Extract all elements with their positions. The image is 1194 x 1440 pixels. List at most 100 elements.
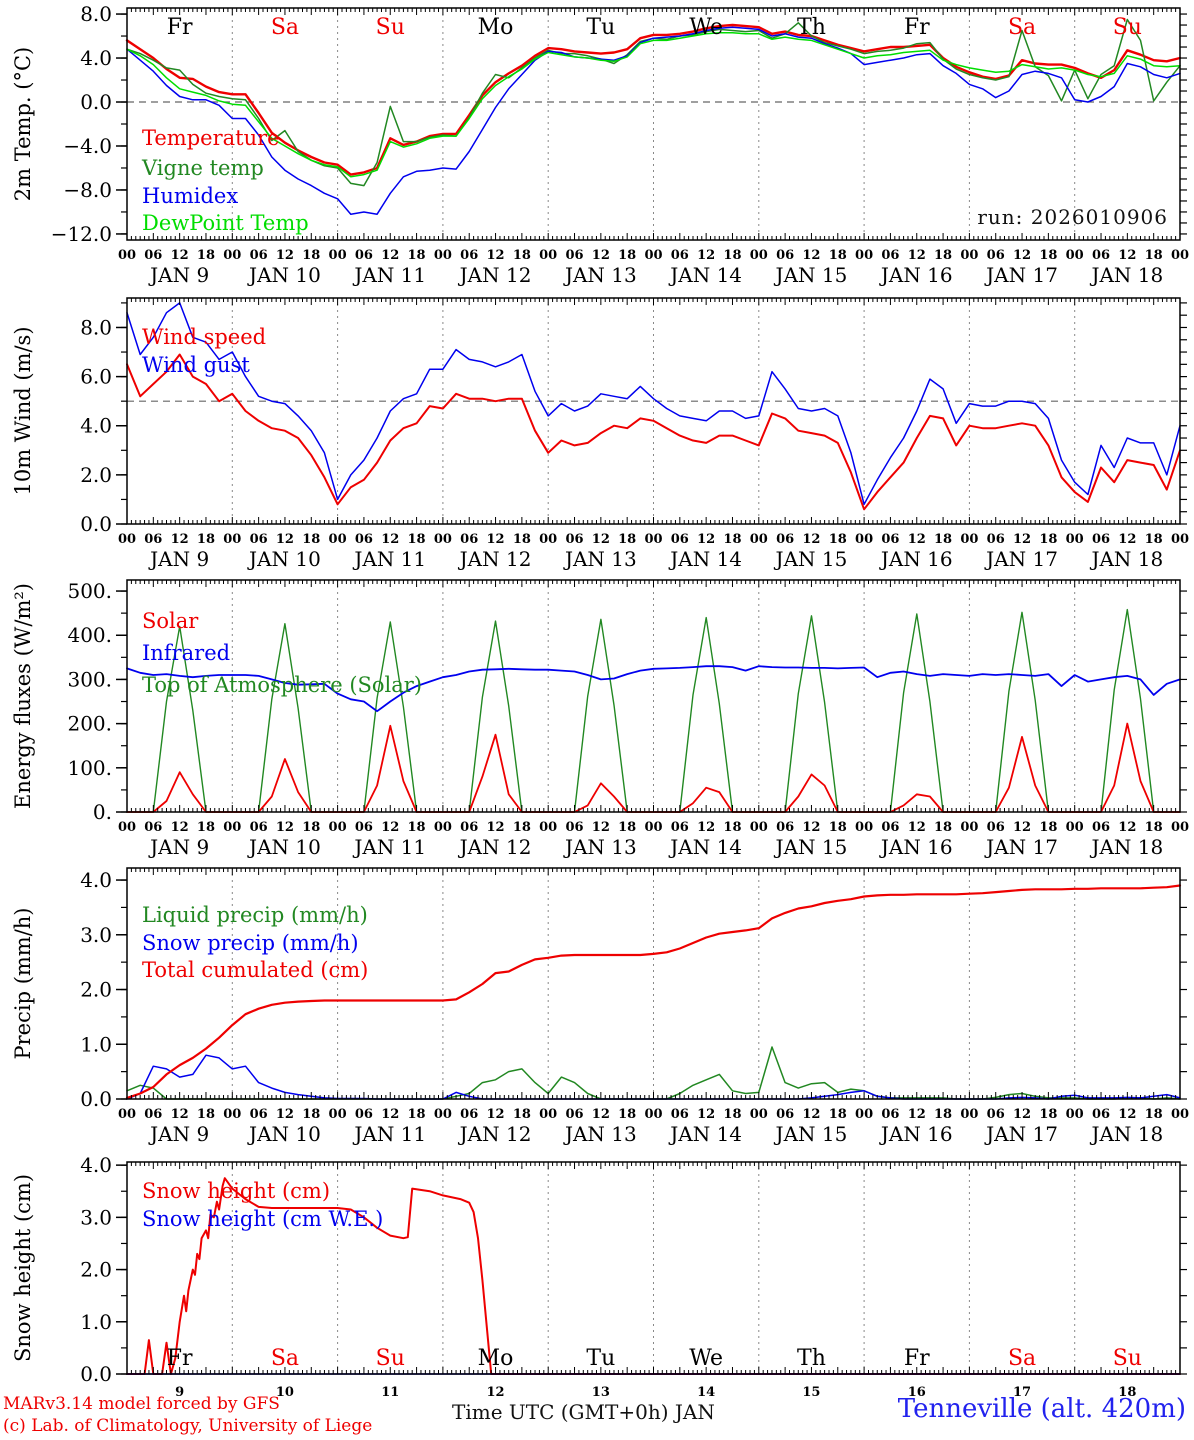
day-label: JAN 9 — [148, 547, 209, 571]
day-label: JAN 17 — [984, 263, 1058, 287]
hour-tick-label: 18 — [723, 1107, 741, 1122]
day-label: JAN 16 — [879, 1122, 953, 1146]
day-label: JAN 15 — [774, 835, 848, 859]
weekday-label: Th — [797, 1346, 826, 1371]
hour-tick-label: 00 — [329, 532, 347, 547]
day-label: JAN 12 — [458, 1122, 532, 1146]
hour-tick-label: 12 — [1013, 532, 1031, 547]
hour-tick-label: 00 — [750, 248, 768, 263]
copyright-credit-line: (c) Lab. of Climatology, University of L… — [3, 1416, 373, 1436]
hour-tick-label: 00 — [644, 248, 662, 263]
hour-tick-label: 18 — [513, 1107, 531, 1122]
hour-tick-label: 12 — [592, 820, 610, 835]
hour-tick-label: 00 — [434, 820, 452, 835]
hour-tick-label: 18 — [723, 820, 741, 835]
hour-tick-label: 00 — [1171, 248, 1189, 263]
toa-solar-line — [126, 608, 1181, 813]
weekday-label: Sa — [1008, 15, 1036, 40]
hour-tick-label: 18 — [1145, 248, 1163, 263]
hour-tick-label: 00 — [750, 532, 768, 547]
legend-energy-fluxes: Top of Atmosphere (Solar) — [142, 673, 422, 697]
hour-tick-label: 06 — [987, 1107, 1005, 1122]
hour-tick-label: 06 — [1092, 1107, 1110, 1122]
hour-tick-label: 06 — [671, 820, 689, 835]
dewpoint-temp-line — [126, 31, 1181, 178]
ytick-label: 0.0 — [80, 1087, 112, 1111]
hour-tick-label: 00 — [329, 820, 347, 835]
hour-tick-label: 06 — [460, 248, 478, 263]
hour-tick-label: 06 — [144, 248, 162, 263]
hour-tick-label: 12 — [171, 1107, 189, 1122]
hour-tick-label: 12 — [802, 248, 820, 263]
run-label: run: 2026010906 — [977, 205, 1168, 229]
hour-tick-label: 00 — [1171, 820, 1189, 835]
day-label: JAN 15 — [774, 547, 848, 571]
hour-tick-label: 18 — [934, 1107, 952, 1122]
hour-tick-label: 06 — [565, 532, 583, 547]
hour-tick-label: 18 — [618, 248, 636, 263]
hour-tick-label: 12 — [276, 248, 294, 263]
hour-tick-label: 00 — [960, 820, 978, 835]
day-number-label: 18 — [1118, 1385, 1136, 1400]
weekday-label: Su — [1113, 15, 1142, 40]
day-label: JAN 16 — [879, 547, 953, 571]
hour-tick-label: 18 — [829, 820, 847, 835]
hour-tick-label: 18 — [934, 532, 952, 547]
hour-tick-label: 00 — [223, 532, 241, 547]
time-axis-title: Time UTC (GMT+0h) JAN — [452, 1400, 715, 1424]
day-number-label: 17 — [1013, 1385, 1031, 1400]
hour-tick-label: 18 — [618, 532, 636, 547]
wind-speed-line — [126, 353, 1181, 511]
day-label: JAN 18 — [1089, 547, 1163, 571]
day-number-label: 16 — [908, 1385, 926, 1400]
ytick-label: 0.0 — [80, 512, 112, 536]
hour-tick-label: 00 — [1066, 248, 1084, 263]
hour-tick-label: 00 — [960, 248, 978, 263]
day-label: JAN 11 — [352, 1122, 426, 1146]
ytick-label: −12.0 — [51, 222, 112, 246]
hour-tick-label: 06 — [987, 820, 1005, 835]
hour-tick-label: 06 — [460, 532, 478, 547]
hour-tick-label: 12 — [1013, 1107, 1031, 1122]
hour-tick-label: 06 — [355, 248, 373, 263]
hour-tick-label: 00 — [1066, 1107, 1084, 1122]
hour-tick-label: 12 — [1118, 532, 1136, 547]
hour-tick-label: 06 — [776, 820, 794, 835]
hour-tick-label: 00 — [118, 248, 136, 263]
hour-tick-label: 00 — [539, 1107, 557, 1122]
legend-precip: Total cumulated (cm) — [142, 958, 368, 982]
hour-tick-label: 18 — [1039, 1107, 1057, 1122]
weekday-label: Mo — [478, 15, 514, 40]
hour-tick-label: 00 — [750, 1107, 768, 1122]
panel-temp2m: 8.0 4.0 0.0 −4.0 −8.0 −12.0 2m Temp. (°C) 00 06 1… — [11, 2, 1189, 287]
hour-tick-label: 18 — [1039, 820, 1057, 835]
hour-tick-label: 18 — [408, 1107, 426, 1122]
hour-tick-label: 06 — [987, 248, 1005, 263]
day-label: JAN 16 — [879, 835, 953, 859]
ytick-label: 2.0 — [80, 978, 112, 1002]
total-cumulated-line — [125, 884, 1182, 1100]
day-number-label: 11 — [381, 1385, 399, 1400]
hour-tick-label: 18 — [1145, 532, 1163, 547]
ytick-label: 4.0 — [80, 414, 112, 438]
panel-energy-fluxes: 500. 400. 300. 200. 100. 0. Energy fluxes (W/m… — [11, 579, 1189, 859]
hour-tick-label: 18 — [618, 820, 636, 835]
hour-tick-label: 18 — [408, 248, 426, 263]
weekday-label: We — [689, 1346, 723, 1371]
hour-tick-label: 00 — [1066, 820, 1084, 835]
day-label: JAN 12 — [458, 263, 532, 287]
hour-tick-label: 06 — [460, 820, 478, 835]
hour-tick-label: 06 — [460, 1107, 478, 1122]
ytick-label: 1.0 — [80, 1032, 112, 1056]
hour-tick-label: 18 — [829, 532, 847, 547]
hour-tick-label: 18 — [197, 532, 215, 547]
hour-tick-label: 12 — [697, 248, 715, 263]
hour-tick-label: 12 — [171, 820, 189, 835]
legend-wind10m: Wind speed — [142, 325, 266, 349]
ytick-label: 3.0 — [80, 923, 112, 947]
hour-tick-label: 12 — [592, 532, 610, 547]
hour-tick-label: 12 — [487, 532, 505, 547]
hour-tick-label: 18 — [829, 248, 847, 263]
weekday-label: Tu — [586, 15, 615, 40]
hour-tick-label: 06 — [1092, 248, 1110, 263]
